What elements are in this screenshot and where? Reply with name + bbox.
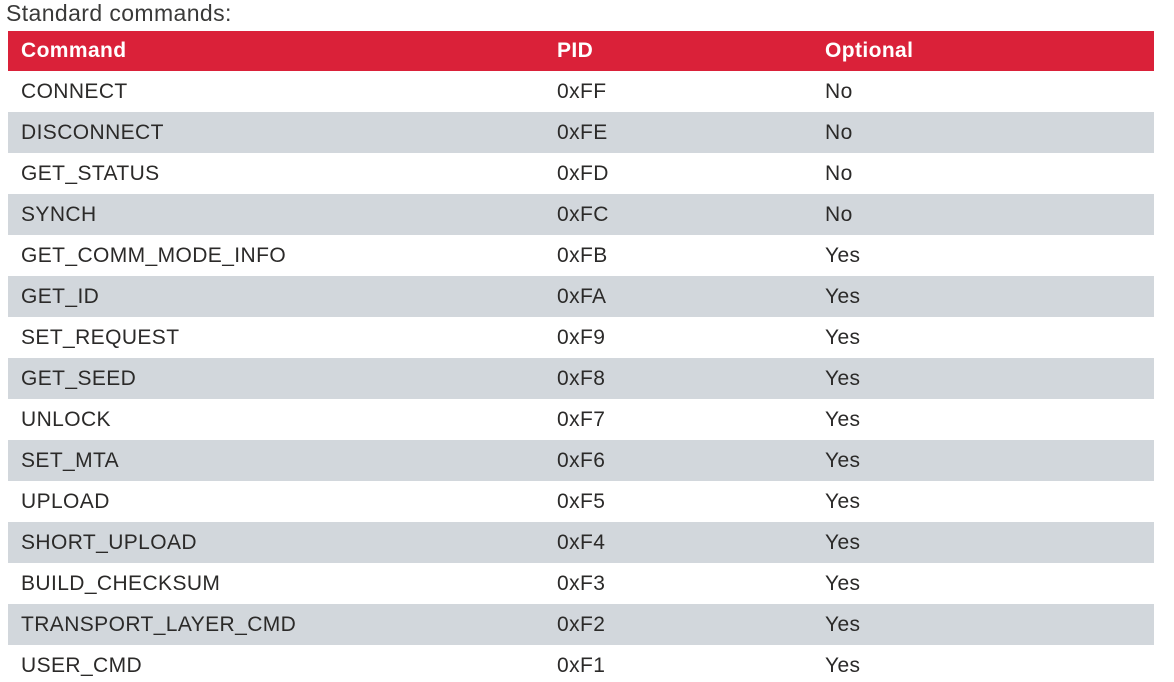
table-row: TRANSPORT_LAYER_CMD 0xF2 Yes (8, 604, 1154, 645)
table-row: GET_STATUS 0xFD No (8, 153, 1154, 194)
cell-optional: Yes (825, 325, 861, 349)
cell-optional: No (825, 161, 853, 185)
cell-optional: No (825, 79, 853, 103)
column-header-optional: Optional (817, 31, 1154, 71)
cell-pid: 0xF6 (557, 448, 606, 472)
cell-pid: 0xFC (557, 202, 609, 226)
column-header-pid: PID (549, 31, 817, 71)
cell-command: BUILD_CHECKSUM (21, 571, 221, 595)
cell-optional: Yes (825, 366, 861, 390)
cell-optional: Yes (825, 407, 861, 431)
table-row: SYNCH 0xFC No (8, 194, 1154, 235)
cell-optional: Yes (825, 448, 861, 472)
cell-optional: Yes (825, 284, 861, 308)
cell-pid: 0xFD (557, 161, 609, 185)
cell-pid: 0xF2 (557, 612, 606, 636)
cell-optional: Yes (825, 653, 861, 677)
table-row: USER_CMD 0xF1 Yes (8, 645, 1154, 682)
table-row: BUILD_CHECKSUM 0xF3 Yes (8, 563, 1154, 604)
table-row: GET_COMM_MODE_INFO 0xFB Yes (8, 235, 1154, 276)
table-row: SHORT_UPLOAD 0xF4 Yes (8, 522, 1154, 563)
cell-command: SET_REQUEST (21, 325, 180, 349)
cell-pid: 0xFB (557, 243, 608, 267)
cell-pid: 0xF1 (557, 653, 606, 677)
cell-pid: 0xFE (557, 120, 608, 144)
cell-command: GET_STATUS (21, 161, 160, 185)
cell-pid: 0xFF (557, 79, 607, 103)
cell-pid: 0xF8 (557, 366, 606, 390)
cell-command: GET_SEED (21, 366, 137, 390)
cell-command: GET_ID (21, 284, 100, 308)
cell-optional: Yes (825, 243, 861, 267)
table-row: DISCONNECT 0xFE No (8, 112, 1154, 153)
cell-pid: 0xF3 (557, 571, 606, 595)
cell-command: SET_MTA (21, 448, 120, 472)
cell-pid: 0xF4 (557, 530, 606, 554)
table-row: CONNECT 0xFF No (8, 71, 1154, 112)
table-row: SET_REQUEST 0xF9 Yes (8, 317, 1154, 358)
cell-command: SYNCH (21, 202, 97, 226)
cell-command: UNLOCK (21, 407, 111, 431)
table-row: GET_ID 0xFA Yes (8, 276, 1154, 317)
table-row: UNLOCK 0xF7 Yes (8, 399, 1154, 440)
cell-pid: 0xF7 (557, 407, 606, 431)
cell-command: CONNECT (21, 79, 128, 103)
cell-command: UPLOAD (21, 489, 110, 513)
page-title: Standard commands: (6, 0, 232, 26)
cell-pid: 0xF9 (557, 325, 606, 349)
cell-optional: Yes (825, 571, 861, 595)
cell-optional: Yes (825, 489, 861, 513)
table-row: UPLOAD 0xF5 Yes (8, 481, 1154, 522)
table-header-row: Command PID Optional (8, 31, 1154, 71)
table-row: GET_SEED 0xF8 Yes (8, 358, 1154, 399)
cell-command: SHORT_UPLOAD (21, 530, 197, 554)
cell-pid: 0xFA (557, 284, 607, 308)
cell-command: TRANSPORT_LAYER_CMD (21, 612, 297, 636)
cell-command: DISCONNECT (21, 120, 164, 144)
cell-optional: No (825, 120, 853, 144)
cell-optional: No (825, 202, 853, 226)
column-header-command: Command (8, 31, 549, 71)
cell-command: GET_COMM_MODE_INFO (21, 243, 287, 267)
cell-command: USER_CMD (21, 653, 143, 677)
table-row: SET_MTA 0xF6 Yes (8, 440, 1154, 481)
cell-optional: Yes (825, 612, 861, 636)
cell-optional: Yes (825, 530, 861, 554)
cell-pid: 0xF5 (557, 489, 606, 513)
commands-table: Command PID Optional CONNECT 0xFF No DISCON… (8, 31, 1154, 682)
